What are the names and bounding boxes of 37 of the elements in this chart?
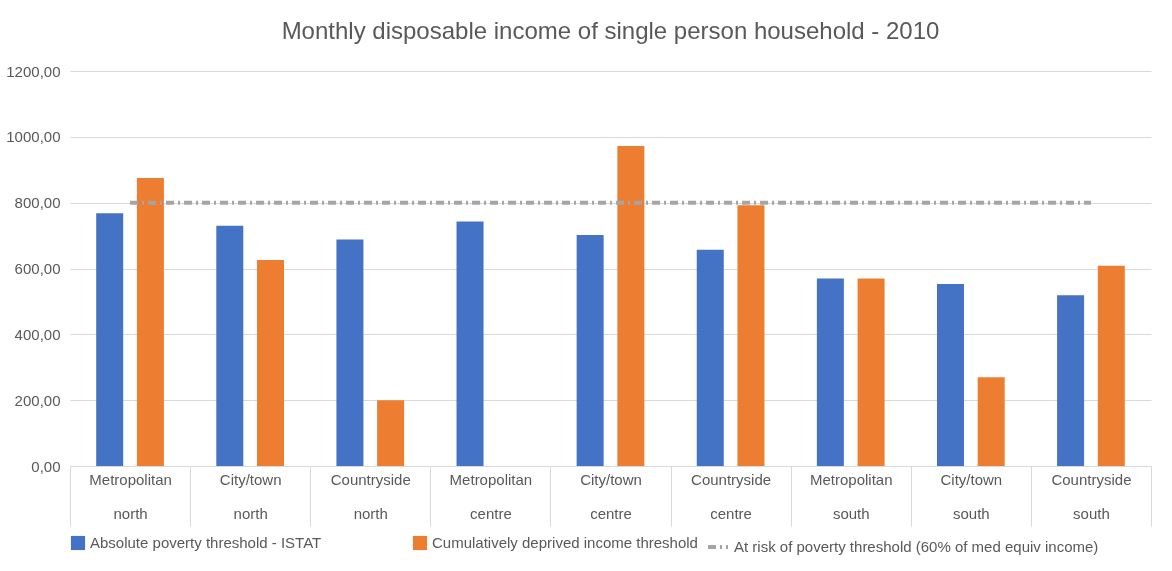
legend-label: At risk of poverty threshold (60% of med equiv income): [734, 538, 1099, 555]
x-tick-label: Countryside south: [1051, 470, 1132, 522]
legend-label: Absolute poverty threshold - ISTAT: [90, 534, 322, 551]
x-tick-label: Metropolitan north: [89, 470, 172, 522]
bar: [1097, 265, 1125, 466]
x-tick-label: Metropolitan centre: [449, 470, 533, 522]
bar: [136, 177, 164, 466]
bar: [977, 377, 1005, 466]
bar: [737, 205, 765, 466]
y-tick-label: 1200,00: [6, 62, 61, 80]
x-tick-label: City/town centre: [580, 470, 642, 522]
y-tick-label: 0,00: [31, 457, 61, 475]
x-tick-label: Metropolitan south: [809, 470, 893, 522]
y-tick-label: 200,00: [14, 391, 61, 409]
y-tick-label: 1000,00: [6, 128, 61, 146]
bar: [696, 249, 724, 466]
bar: [617, 146, 645, 466]
x-tick-label: Countryside centre: [691, 470, 772, 522]
chart-title: Monthly disposable income of single person household - 2010: [281, 17, 940, 44]
bar: [96, 213, 124, 466]
bar: [216, 225, 244, 466]
x-tick-label: Countryside north: [330, 470, 411, 522]
bar: [816, 278, 844, 466]
y-tick-label: 600,00: [14, 260, 61, 277]
bar: [257, 259, 285, 466]
x-tick-label: City/town north: [219, 470, 282, 522]
y-tick-label: 800,00: [14, 194, 61, 212]
bar: [456, 221, 484, 466]
y-tick-label: 400,00: [14, 325, 61, 343]
bar: [1057, 295, 1085, 466]
legend-label: Cumulatively deprived income threshold: [432, 534, 698, 551]
bar: [936, 283, 964, 466]
bar: [336, 239, 364, 466]
bar: [576, 234, 604, 466]
bar: [857, 278, 885, 466]
x-tick-label: City/town south: [940, 470, 1003, 522]
bar: [377, 400, 405, 466]
